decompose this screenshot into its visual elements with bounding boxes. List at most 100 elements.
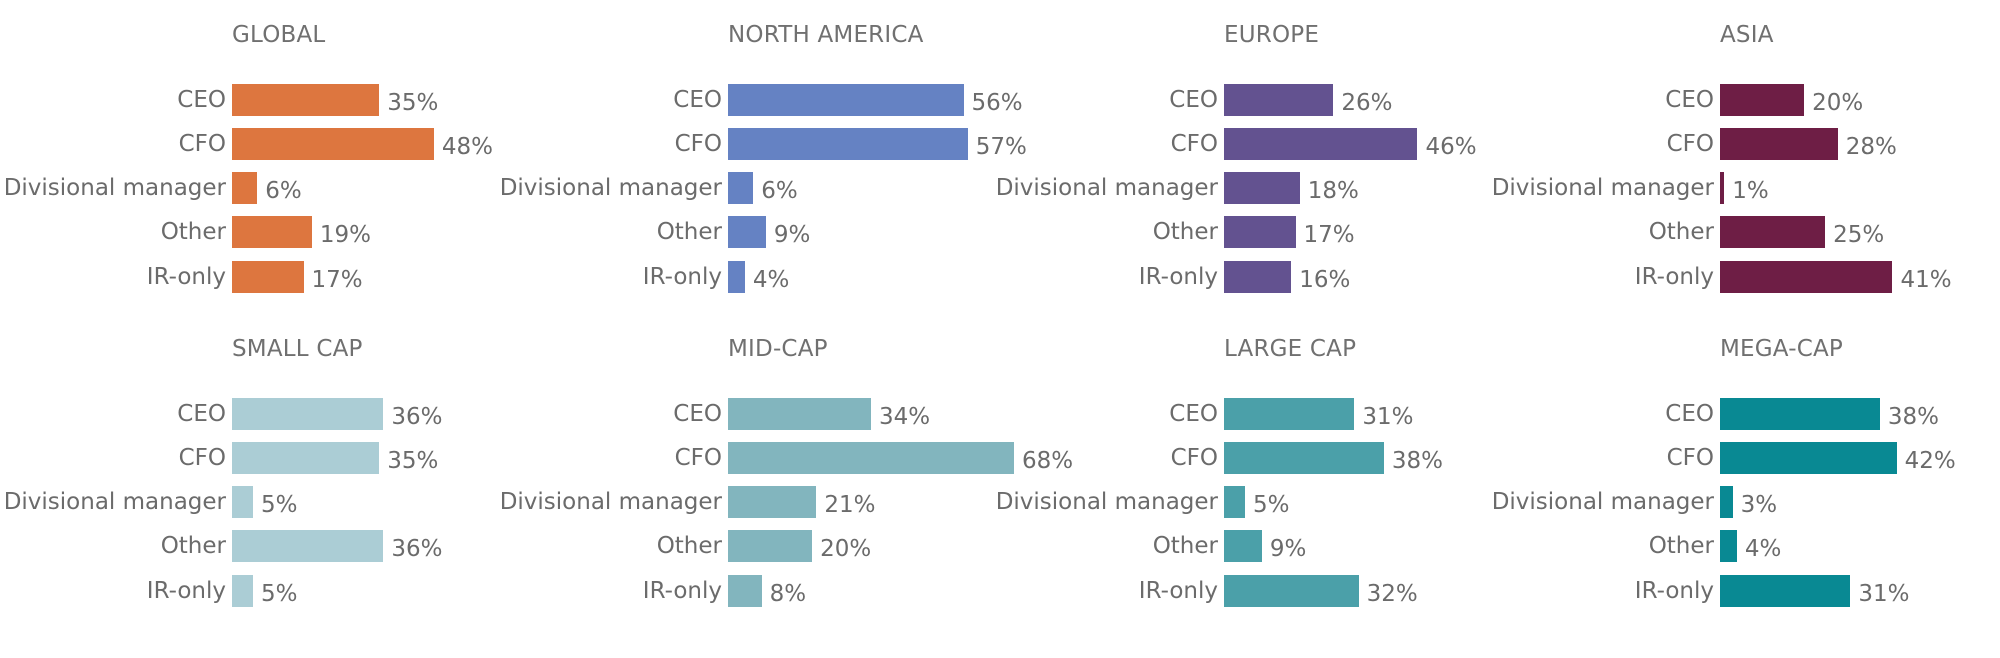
category-label: IR-only xyxy=(642,578,722,604)
category-label: Divisional manager xyxy=(1491,489,1714,515)
bar-ceo xyxy=(728,84,964,116)
value-label: 9% xyxy=(1269,536,1307,562)
category-label: IR-only xyxy=(1634,578,1714,604)
category-label: CFO xyxy=(674,445,722,471)
value-label: 4% xyxy=(752,267,790,293)
value-label: 46% xyxy=(1425,134,1477,160)
chart-panel-large-cap: LARGE CAP CEO 31% CFO 38% Divisional manager 5… xyxy=(992,336,1472,636)
bar-cfo xyxy=(232,442,380,474)
value-label: 1% xyxy=(1732,178,1769,204)
category-label: Other xyxy=(1648,219,1714,245)
category-label: IR-only xyxy=(1634,264,1714,290)
bar-cfo xyxy=(1720,442,1897,474)
category-label: Other xyxy=(656,219,722,245)
bar-row-divisional-manager: Divisional manager 1% xyxy=(1488,172,1968,204)
bar-cfo xyxy=(1224,442,1384,474)
category-label: Divisional manager xyxy=(3,175,226,201)
bar-ir-only xyxy=(1224,261,1292,293)
category-label: CEO xyxy=(1665,401,1714,427)
category-label: IR-only xyxy=(146,578,226,604)
bar-ir-only xyxy=(1720,575,1851,607)
bar-other xyxy=(728,216,766,248)
category-label: CFO xyxy=(1666,445,1714,471)
bar-row-cfo: CFO 38% xyxy=(992,442,1472,474)
value-label: 57% xyxy=(975,134,1027,160)
bar-row-ceo: CEO 36% xyxy=(0,398,480,430)
bar-row-divisional-manager: Divisional manager 5% xyxy=(992,486,1472,518)
value-label: 31% xyxy=(1362,404,1414,430)
bar-row-divisional-manager: Divisional manager 6% xyxy=(0,172,480,204)
value-label: 31% xyxy=(1858,581,1910,607)
bar-row-ceo: CEO 56% xyxy=(496,84,1023,116)
bar-row-ceo: CEO 26% xyxy=(992,84,1472,116)
chart-title: LARGE CAP xyxy=(1224,336,1357,362)
bar-divisional-manager xyxy=(1720,172,1725,204)
category-label: CEO xyxy=(1665,87,1714,113)
bar-row-divisional-manager: Divisional manager 21% xyxy=(496,486,976,518)
category-label: CFO xyxy=(1170,445,1218,471)
category-label: Divisional manager xyxy=(499,175,722,201)
bar-divisional-manager xyxy=(1224,486,1246,518)
category-label: IR-only xyxy=(642,264,722,290)
category-label: Divisional manager xyxy=(995,175,1218,201)
bar-row-ceo: CEO 35% xyxy=(0,84,480,116)
value-label: 17% xyxy=(1303,222,1355,248)
bar-row-other: Other 25% xyxy=(1488,216,1968,248)
bar-row-divisional-manager: Divisional manager 6% xyxy=(496,172,976,204)
bar-other xyxy=(728,530,813,562)
chart-title: EUROPE xyxy=(1224,22,1320,48)
value-label: 38% xyxy=(1391,448,1443,474)
bar-row-ir-only: IR-only 8% xyxy=(496,575,976,607)
category-label: CFO xyxy=(1666,131,1714,157)
category-label: Other xyxy=(160,533,226,559)
chart-title: ASIA xyxy=(1720,22,1774,48)
value-label: 6% xyxy=(265,178,302,204)
value-label: 28% xyxy=(1845,134,1897,160)
bar-row-ir-only: IR-only 32% xyxy=(992,575,1472,607)
chart-title: MID-CAP xyxy=(728,336,828,362)
bar-row-ceo: CEO 34% xyxy=(496,398,976,430)
bar-ir-only xyxy=(728,575,762,607)
chart-panel-mega-cap: MEGA-CAP CEO 38% CFO 42% Divisional manager 3%… xyxy=(1488,336,1968,636)
bar-row-other: Other 19% xyxy=(0,216,480,248)
bar-other xyxy=(232,216,312,248)
bar-other xyxy=(1224,216,1296,248)
bar-row-ir-only: IR-only 16% xyxy=(992,261,1472,293)
value-label: 25% xyxy=(1833,222,1885,248)
chart-panel-europe: EUROPE CEO 26% CFO 46% Divisional manager 18% O… xyxy=(992,22,1477,322)
category-label: IR-only xyxy=(1138,578,1218,604)
value-label: 18% xyxy=(1307,178,1359,204)
category-label: CEO xyxy=(1169,401,1218,427)
bar-row-cfo: CFO 35% xyxy=(0,442,480,474)
bar-row-divisional-manager: Divisional manager 18% xyxy=(992,172,1472,204)
category-label: CFO xyxy=(178,131,226,157)
value-label: 19% xyxy=(319,222,372,248)
value-label: 35% xyxy=(387,90,439,116)
bar-row-ceo: CEO 31% xyxy=(992,398,1472,430)
bar-ceo xyxy=(1720,84,1805,116)
chart-title: NORTH AMERICA xyxy=(728,22,924,48)
bar-row-ir-only: IR-only 31% xyxy=(1488,575,1968,607)
category-label: Other xyxy=(1152,533,1218,559)
bar-ceo xyxy=(1720,398,1880,430)
value-label: 35% xyxy=(387,448,439,474)
value-label: 26% xyxy=(1341,90,1393,116)
bar-ir-only xyxy=(728,261,745,293)
value-label: 38% xyxy=(1887,404,1939,430)
bar-row-other: Other 4% xyxy=(1488,530,1968,562)
bar-divisional-manager xyxy=(728,172,754,204)
value-label: 6% xyxy=(761,178,798,204)
category-label: IR-only xyxy=(1138,264,1218,290)
value-label: 16% xyxy=(1299,267,1351,293)
bar-divisional-manager xyxy=(1224,172,1300,204)
category-label: Other xyxy=(656,533,722,559)
value-label: 41% xyxy=(1900,267,1952,293)
value-label: 32% xyxy=(1366,581,1418,607)
bar-row-cfo: CFO 57% xyxy=(496,128,1027,160)
bar-row-other: Other 36% xyxy=(0,530,480,562)
category-label: Divisional manager xyxy=(1491,175,1714,201)
category-label: Divisional manager xyxy=(995,489,1218,515)
bar-row-ceo: CEO 38% xyxy=(1488,398,1968,430)
bar-row-ceo: CEO 20% xyxy=(1488,84,1968,116)
bar-cfo xyxy=(1224,128,1418,160)
